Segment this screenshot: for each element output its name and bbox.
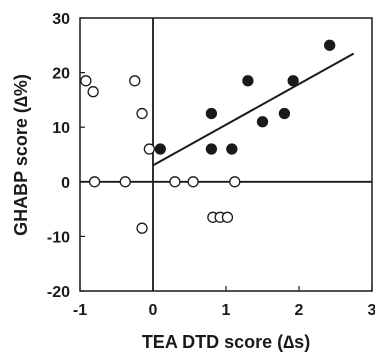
filled-point-7: [287, 75, 299, 87]
open-point-9: [187, 176, 199, 188]
y-tick-label: 20: [52, 66, 70, 83]
filled-point-1: [205, 107, 218, 120]
open-point-6: [136, 222, 148, 234]
open-point-8: [169, 176, 181, 188]
x-tick-label: 3: [368, 302, 375, 319]
open-point-13: [229, 176, 241, 188]
open-point-7: [143, 143, 156, 155]
y-tick-label: 30: [52, 11, 70, 28]
filled-point-8: [324, 39, 336, 51]
zero-lines: [80, 18, 372, 291]
filled-point-4: [242, 75, 254, 87]
filled-point-3: [226, 143, 238, 155]
trendline: [152, 52, 355, 167]
open-point-4: [129, 75, 141, 87]
y-tick-label: 0: [61, 175, 70, 192]
x-tick-label: 2: [295, 302, 304, 319]
filled-point-5: [256, 116, 269, 128]
open-point-2: [88, 176, 101, 188]
x-axis-ticks: -1 0 1 2 3: [73, 286, 375, 319]
trendline-layer: [152, 52, 355, 167]
x-tick-label: 0: [149, 302, 158, 319]
open-point-3: [119, 176, 131, 188]
x-axis-title: TEA DTD score (∆s): [142, 332, 310, 352]
open-point-0: [80, 75, 92, 87]
open-point-12: [221, 211, 234, 223]
y-tick-label: -10: [47, 229, 70, 246]
filled-point-0: [154, 143, 166, 155]
y-tick-label: -20: [47, 284, 70, 301]
points-layer: [80, 39, 336, 234]
y-axis-title: GHABP score (∆%): [11, 74, 31, 236]
x-tick-label: -1: [73, 302, 87, 319]
plot-frame: [79, 17, 373, 292]
x-tick-label: 1: [222, 302, 231, 319]
y-axis-ticks: 30 20 10 0 -10 -20: [47, 11, 85, 301]
filled-point-6: [278, 107, 291, 120]
filled-point-2: [205, 143, 218, 155]
y-tick-label: 10: [52, 120, 70, 137]
open-point-1: [87, 86, 99, 98]
open-point-5: [136, 107, 148, 120]
